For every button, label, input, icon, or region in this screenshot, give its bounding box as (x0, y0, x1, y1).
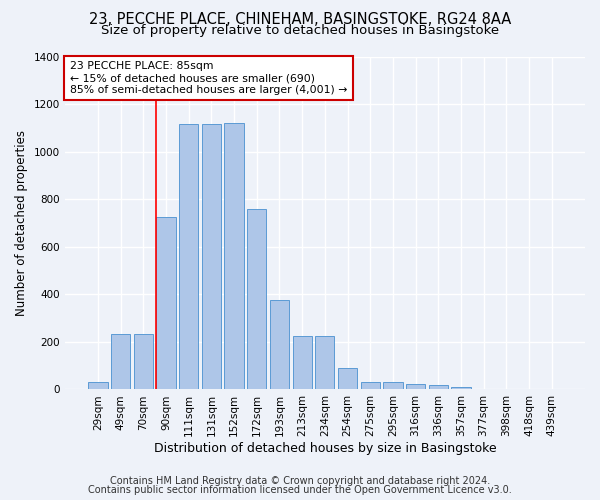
Bar (270, 300, 289, 390)
Bar (134, 334, 153, 390)
X-axis label: Distribution of detached houses by size in Basingstoke: Distribution of detached houses by size … (154, 442, 496, 455)
Bar (451, 387, 470, 390)
Y-axis label: Number of detached properties: Number of detached properties (15, 130, 28, 316)
Bar (383, 382, 403, 390)
Bar (88, 382, 107, 390)
Bar (111, 334, 130, 390)
Text: Size of property relative to detached houses in Basingstoke: Size of property relative to detached ho… (101, 24, 499, 37)
Bar (315, 336, 334, 390)
Bar (361, 382, 380, 390)
Bar (202, 124, 221, 390)
Bar (428, 384, 448, 390)
Text: 23, PECCHE PLACE, CHINEHAM, BASINGSTOKE, RG24 8AA: 23, PECCHE PLACE, CHINEHAM, BASINGSTOKE,… (89, 12, 511, 28)
Text: Contains HM Land Registry data © Crown copyright and database right 2024.: Contains HM Land Registry data © Crown c… (110, 476, 490, 486)
Bar (224, 123, 244, 390)
Bar (338, 368, 357, 390)
Bar (406, 384, 425, 390)
Text: 23 PECCHE PLACE: 85sqm
← 15% of detached houses are smaller (690)
85% of semi-de: 23 PECCHE PLACE: 85sqm ← 15% of detached… (70, 62, 347, 94)
Text: Contains public sector information licensed under the Open Government Licence v3: Contains public sector information licen… (88, 485, 512, 495)
Bar (179, 124, 199, 390)
Bar (247, 208, 266, 390)
Bar (157, 217, 176, 390)
Bar (293, 336, 312, 390)
